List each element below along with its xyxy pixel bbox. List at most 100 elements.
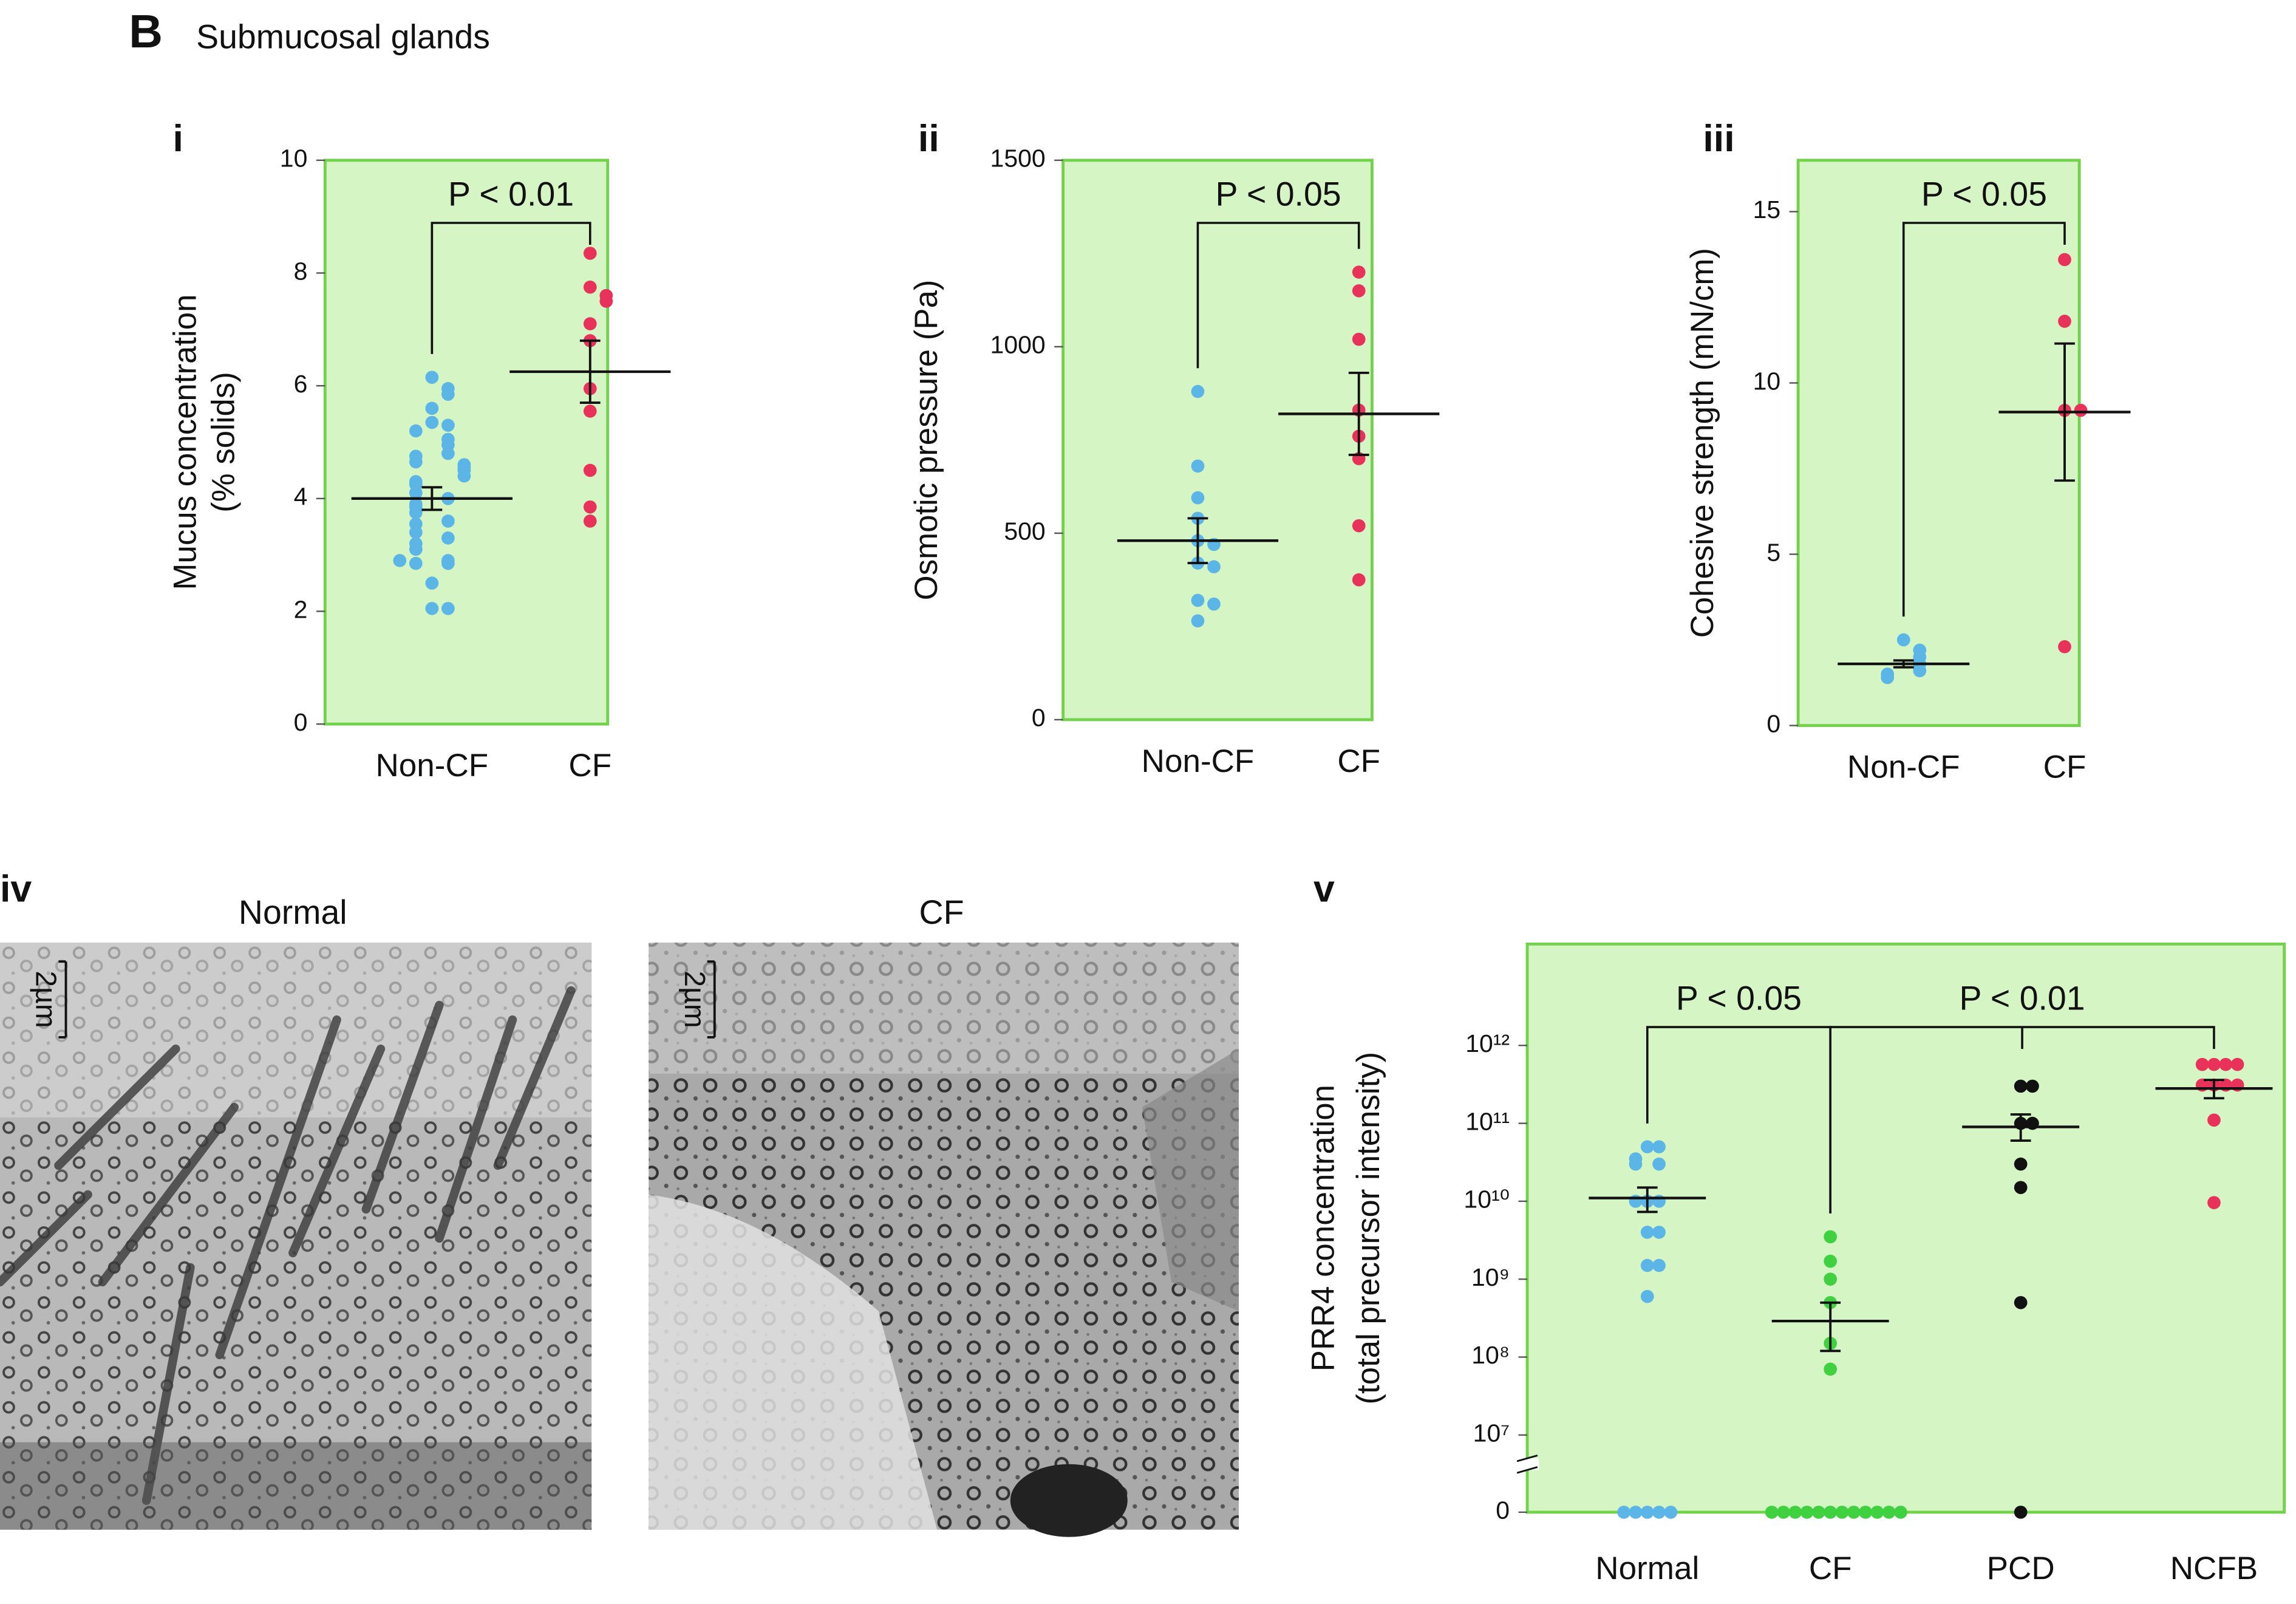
data-point — [1824, 1254, 1838, 1268]
x-tick-label: Non-CF — [1847, 749, 1960, 785]
data-point — [1191, 491, 1205, 505]
y-axis-label: Cohesive strength (mN/cm) — [1685, 248, 1720, 638]
data-point — [1640, 1289, 1654, 1303]
data-point — [1824, 1506, 1838, 1519]
data-point — [1800, 1506, 1814, 1519]
significance-bracket — [1902, 222, 2066, 617]
axis-break-mark — [1516, 1454, 1538, 1462]
significance-label: P < 0.05 — [1676, 980, 1802, 1017]
data-point — [1191, 384, 1205, 398]
scale-bar-label: 2µm — [30, 971, 63, 1028]
x-tick-label: Non-CF — [1142, 743, 1255, 779]
y-tick-label: 10⁹ — [1471, 1263, 1510, 1291]
y-tick-label: 0 — [294, 708, 308, 736]
micrograph-title: CF — [919, 893, 964, 931]
data-point — [2058, 315, 2071, 328]
micrograph — [0, 942, 592, 1530]
micrograph-region — [649, 942, 1239, 1074]
significance-bracket — [431, 222, 591, 354]
figure-label: B — [129, 5, 163, 58]
data-point — [2207, 1196, 2221, 1209]
data-point — [1896, 633, 1910, 647]
y-tick-label: 4 — [294, 483, 308, 511]
data-point — [1913, 664, 1927, 678]
data-point — [2230, 1057, 2244, 1071]
y-tick-label: 8 — [294, 257, 308, 285]
y-axis-label: Osmotic pressure (Pa) — [908, 280, 944, 601]
significance-label: P < 0.05 — [1216, 176, 1341, 213]
micrograph-title: Normal — [239, 893, 347, 931]
data-point — [1788, 1506, 1802, 1519]
data-point — [425, 602, 439, 615]
figure-title: Submucosal glands — [196, 18, 490, 55]
plot-area — [1525, 942, 2286, 1514]
error-bar — [1187, 517, 1208, 564]
data-point — [2074, 403, 2088, 417]
data-point — [2014, 1079, 2028, 1093]
panel-label: i — [173, 117, 183, 160]
scale-bar-label: 2µm — [678, 971, 711, 1028]
data-point — [1870, 1506, 1884, 1519]
data-point — [1191, 593, 1205, 607]
x-tick-label: CF — [1809, 1551, 1852, 1586]
data-point — [441, 514, 455, 528]
data-point — [1640, 1226, 1654, 1239]
y-tick-label: 10 — [1753, 367, 1781, 395]
data-point — [1617, 1506, 1631, 1519]
y-tick-label: 10⁸ — [1471, 1341, 1510, 1369]
y-tick-label: 0 — [1496, 1496, 1510, 1524]
significance-label: P < 0.05 — [1921, 176, 2047, 213]
data-point — [1882, 1506, 1896, 1519]
panel-label: iii — [1703, 117, 1734, 160]
error-bar — [1820, 1301, 1841, 1353]
data-point — [583, 500, 597, 514]
micrograph-region — [1010, 1464, 1128, 1537]
data-point — [1812, 1506, 1825, 1519]
y-tick-label: 10⁷ — [1473, 1419, 1510, 1447]
data-point — [1652, 1140, 1666, 1153]
y-axis-label: (total precursor intensity) — [1351, 1052, 1386, 1405]
data-point — [425, 401, 439, 415]
y-tick-label: 15 — [1753, 196, 1781, 224]
data-point — [1629, 1195, 1643, 1208]
error-bar — [2204, 1079, 2224, 1100]
data-point — [2026, 1079, 2039, 1093]
data-point — [583, 463, 597, 477]
data-point — [599, 295, 613, 308]
micrograph-region — [0, 1442, 592, 1530]
data-point — [1652, 1258, 1666, 1272]
scale-bar — [58, 960, 716, 1039]
data-point — [457, 469, 471, 483]
x-tick-label: Non-CF — [376, 748, 489, 783]
error-bar — [579, 339, 601, 404]
y-tick-label: 1000 — [990, 331, 1046, 359]
data-point — [409, 542, 423, 556]
y-tick-label: 0 — [1032, 704, 1046, 732]
data-point — [2014, 1506, 2028, 1519]
data-point — [425, 415, 439, 429]
y-tick-label: 1500 — [990, 145, 1046, 172]
data-point — [1640, 1506, 1654, 1519]
data-point — [425, 576, 439, 590]
plot-area — [323, 159, 610, 726]
data-point — [1835, 1506, 1849, 1519]
plot-area — [1061, 159, 1374, 722]
data-point — [2195, 1057, 2209, 1071]
data-point — [1652, 1506, 1666, 1519]
y-tick-label: 500 — [1004, 517, 1045, 545]
data-point — [2014, 1181, 2028, 1195]
data-point — [1207, 597, 1221, 611]
data-point — [1765, 1506, 1779, 1519]
data-point — [2014, 1157, 2028, 1171]
x-tick-label: PCD — [1987, 1551, 2055, 1586]
data-point — [409, 486, 423, 500]
data-point — [583, 247, 597, 260]
cilia — [0, 986, 576, 1505]
data-point — [1640, 1140, 1654, 1153]
error-bar — [2054, 342, 2075, 482]
error-bar — [2010, 1113, 2031, 1142]
data-point — [1859, 1506, 1872, 1519]
data-point — [1629, 1506, 1643, 1519]
